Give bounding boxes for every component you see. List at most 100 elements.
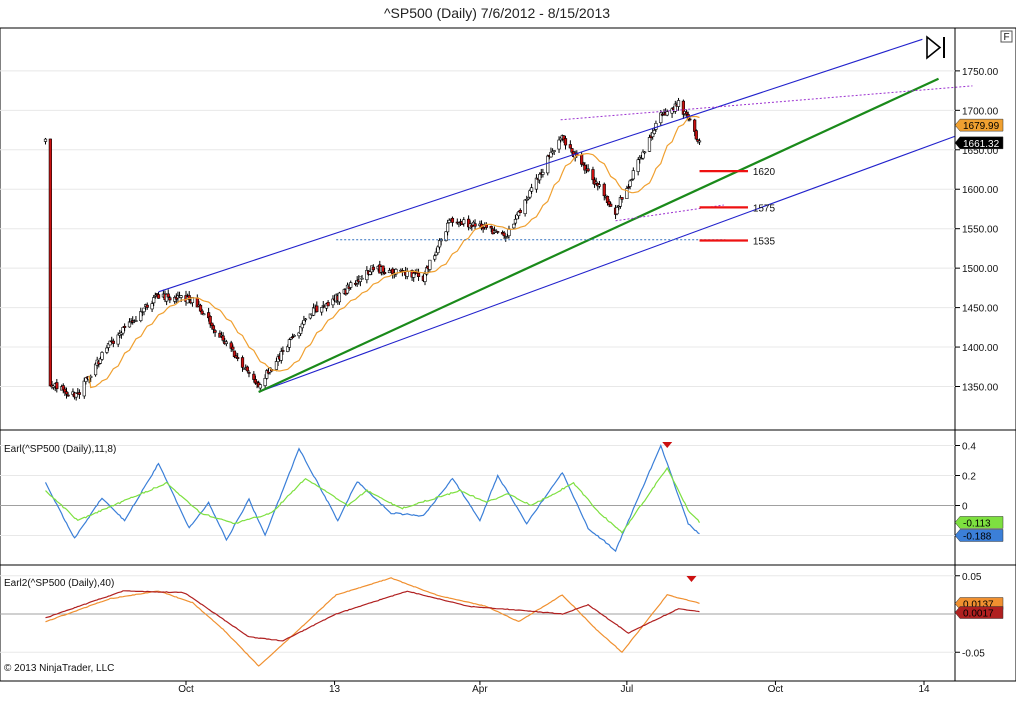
- panel-flag-box[interactable]: [1000, 30, 1013, 43]
- candle: [303, 318, 308, 323]
- candle-up: [360, 277, 364, 280]
- candle: [552, 150, 556, 155]
- candles: [43, 97, 702, 401]
- candle-up: [597, 184, 602, 187]
- candle-down: [221, 335, 225, 341]
- time-axis-tick: Jul: [620, 684, 633, 695]
- candle-down: [660, 114, 664, 116]
- candle-down: [166, 293, 170, 298]
- candle: [371, 264, 375, 272]
- earl-axis-tick: 0: [962, 502, 968, 513]
- candle: [300, 321, 304, 332]
- candle: [150, 300, 154, 312]
- candle-up: [505, 236, 509, 239]
- chart-title: ^SP500 (Daily) 7/6/2012 - 8/15/2013: [384, 5, 610, 21]
- candle-up: [517, 211, 521, 217]
- price-axis-tick: 1550.00: [962, 225, 999, 236]
- candle: [210, 322, 214, 330]
- candle-up: [676, 100, 681, 107]
- candle-up: [512, 223, 516, 229]
- candle: [187, 291, 191, 303]
- candle-down: [213, 330, 217, 333]
- candle: [247, 370, 251, 378]
- candle-up: [150, 303, 154, 310]
- candle-down: [455, 221, 459, 224]
- candle: [654, 120, 658, 132]
- candle-up: [628, 180, 632, 187]
- candle-down: [568, 144, 572, 149]
- earl2-fast-tag-label: 0.0137: [963, 600, 994, 611]
- candle: [694, 129, 698, 141]
- candle-up: [659, 112, 663, 124]
- candle-up: [412, 273, 416, 278]
- candle: [320, 307, 324, 316]
- candle-down: [685, 111, 689, 115]
- candle-down: [450, 217, 455, 223]
- earl-plot: [44, 442, 701, 553]
- candle-up: [100, 352, 104, 360]
- candle-up: [43, 138, 48, 142]
- candle: [697, 138, 702, 145]
- candle-down: [156, 294, 161, 299]
- candle-down: [489, 226, 493, 229]
- candle: [48, 138, 52, 387]
- candle-up: [428, 259, 432, 270]
- candle: [673, 100, 677, 114]
- candle: [502, 230, 506, 240]
- candle-down: [381, 265, 385, 273]
- candle: [513, 215, 518, 226]
- time-axis-tick: Oct: [768, 684, 784, 695]
- candle-down: [55, 382, 59, 390]
- candle: [416, 268, 421, 281]
- candle-down: [315, 305, 319, 312]
- candle: [546, 154, 550, 176]
- candle: [681, 99, 685, 119]
- earl2-slow-tag-label: 0.0017: [963, 609, 994, 620]
- candle-up: [152, 297, 156, 304]
- candle-up: [665, 111, 669, 116]
- candle: [591, 166, 595, 185]
- candle: [231, 344, 235, 352]
- candle-down: [123, 325, 127, 328]
- candle: [665, 109, 669, 117]
- candle: [326, 300, 330, 307]
- candle-down: [290, 336, 295, 338]
- candle: [292, 333, 296, 337]
- candle: [82, 377, 86, 399]
- candle: [202, 313, 206, 316]
- candle: [360, 274, 364, 280]
- candle: [568, 140, 572, 149]
- candle-up: [292, 335, 296, 337]
- candle-down: [383, 272, 387, 274]
- candle: [43, 137, 48, 145]
- candle: [123, 323, 127, 332]
- candle-up: [82, 380, 86, 397]
- go-to-end-icon[interactable]: [922, 34, 948, 60]
- earl-slow-tag: [954, 516, 1004, 529]
- earl2-plot: [45, 576, 700, 667]
- channel-upper-line: [158, 38, 923, 293]
- candle-down: [240, 357, 245, 368]
- earl-axis-tick: 0.2: [962, 472, 976, 483]
- candle: [620, 197, 624, 203]
- candle-down: [570, 148, 574, 153]
- candle-up: [631, 170, 635, 180]
- candle: [660, 112, 664, 117]
- candle: [265, 369, 269, 380]
- candle-up: [641, 151, 645, 159]
- candle: [517, 210, 521, 219]
- candle-down: [281, 350, 285, 352]
- candle: [198, 303, 203, 313]
- candle-down: [247, 372, 251, 374]
- candle: [676, 97, 681, 111]
- candle-up: [513, 219, 518, 224]
- candle-down: [211, 325, 216, 330]
- candle-down: [326, 302, 330, 307]
- candle: [383, 267, 387, 275]
- candle: [211, 324, 216, 334]
- earl2-slow-line: [45, 590, 700, 642]
- candle-up: [320, 307, 324, 313]
- candle: [77, 389, 82, 399]
- candle-up: [134, 320, 138, 322]
- channel-lower-line: [258, 135, 955, 393]
